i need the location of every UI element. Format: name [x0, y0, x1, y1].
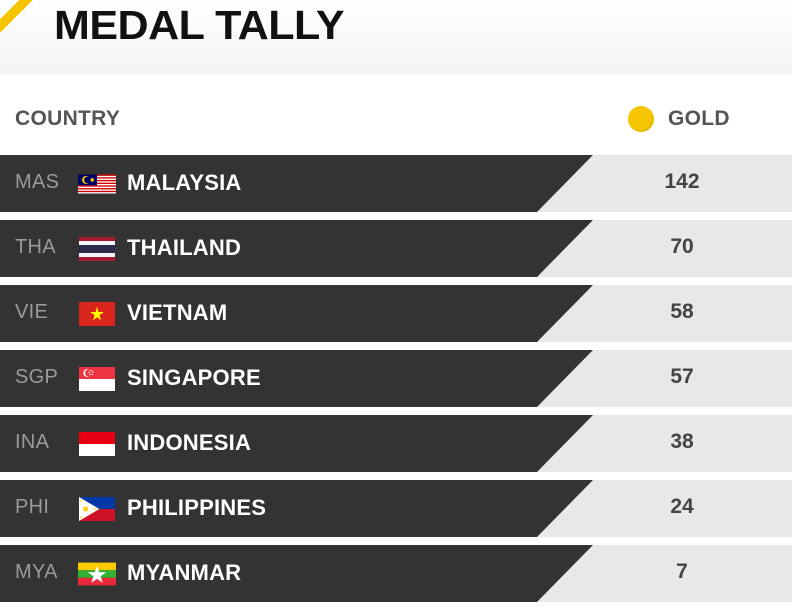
myanmar-flag-icon	[78, 562, 116, 586]
table-row[interactable]: PHI PHILIPPINES 24	[0, 480, 792, 537]
country-code: MAS	[15, 171, 60, 193]
country-code: INA	[15, 431, 50, 453]
vietnam-flag-icon	[78, 302, 116, 326]
table-row[interactable]: SGP SINGAPORE 57	[0, 350, 792, 407]
column-header-gold[interactable]: GOLD	[668, 107, 730, 130]
table-row[interactable]: THA THAILAND 70	[0, 220, 792, 277]
gold-count: 7	[676, 560, 688, 583]
page-title: MEDAL TALLY	[54, 2, 345, 48]
country-name: SINGAPORE	[127, 365, 261, 390]
thailand-flag-icon	[78, 237, 116, 261]
country-name: PHILIPPINES	[127, 495, 267, 520]
gold-count: 38	[670, 430, 694, 453]
country-name: MALAYSIA	[127, 170, 242, 195]
country-name: VIETNAM	[127, 300, 228, 325]
country-code: PHI	[15, 496, 50, 518]
country-code: MYA	[15, 561, 58, 583]
table-header: COUNTRY GOLD	[0, 96, 792, 142]
country-name: THAILAND	[127, 235, 242, 260]
country-code: SGP	[15, 366, 59, 388]
corner-accent-stripe	[0, 0, 34, 34]
table-row[interactable]: VIE VIETNAM 58	[0, 285, 792, 342]
gold-medal-icon	[628, 106, 654, 132]
country-code: THA	[15, 236, 56, 258]
country-code: VIE	[15, 301, 49, 323]
table-row[interactable]: MYA MYANMAR 7	[0, 545, 792, 602]
gold-count: 57	[670, 365, 694, 388]
gold-count: 58	[670, 300, 694, 323]
table-row[interactable]: INA INDONESIA 38	[0, 415, 792, 472]
philippines-flag-icon	[78, 497, 116, 521]
indonesia-flag-icon	[78, 432, 116, 456]
gold-count: 70	[670, 235, 694, 258]
medal-table: MAS MALAYSIA 142 THA	[0, 155, 792, 610]
country-name: MYANMAR	[127, 560, 242, 585]
table-row[interactable]: MAS MALAYSIA 142	[0, 155, 792, 212]
column-header-country[interactable]: COUNTRY	[15, 107, 121, 130]
gold-count: 24	[670, 495, 694, 518]
country-name: INDONESIA	[127, 430, 252, 455]
gold-count: 142	[664, 170, 700, 193]
malaysia-flag-icon	[78, 172, 116, 196]
singapore-flag-icon	[78, 367, 116, 391]
title-band	[0, 0, 792, 75]
